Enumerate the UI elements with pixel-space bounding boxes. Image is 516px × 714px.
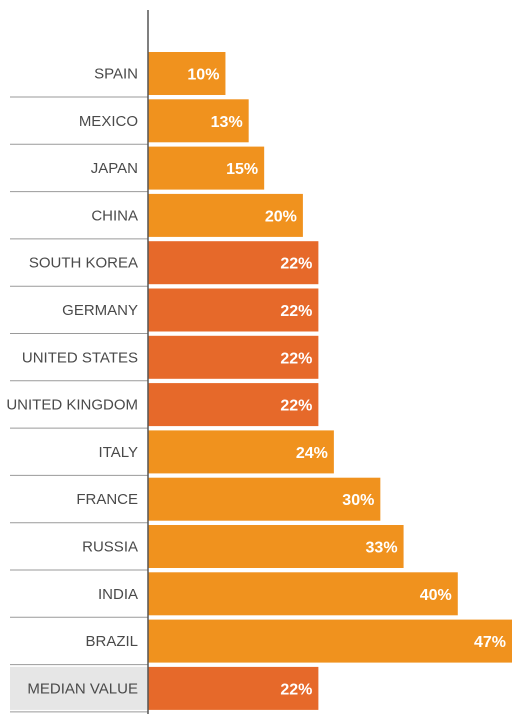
bar-median-value [148,666,319,710]
bar-spain [148,52,226,95]
value-label: 22% [280,398,312,415]
bar-united-kingdom [148,383,319,427]
value-label: 33% [366,540,398,557]
category-label: SOUTH KOREA [29,255,138,272]
bar-india [148,572,458,616]
bar-south-korea [148,241,319,285]
bar-china [148,193,303,237]
value-label: 13% [211,114,243,131]
bar-brazil [148,619,512,663]
value-label: 47% [474,634,506,651]
value-label: 22% [280,350,312,367]
value-label: 22% [280,256,312,273]
category-label: RUSSIA [82,539,138,556]
category-label: UNITED STATES [22,349,138,366]
category-label: JAPAN [91,160,138,177]
bar-italy [148,430,334,474]
category-label: BRAZIL [85,633,138,650]
value-label: 22% [280,303,312,320]
value-label: 15% [226,161,258,178]
bar-germany [148,288,319,332]
bar-russia [148,525,404,568]
category-label: GERMANY [62,302,138,319]
category-label: FRANCE [76,491,138,508]
category-label: ITALY [99,444,138,461]
category-label: UNITED KINGDOM [6,397,138,414]
median-label-background [10,666,148,710]
bar-united-states [148,335,319,379]
value-label: 22% [280,681,312,698]
category-label: INDIA [98,586,138,603]
value-label: 24% [296,445,328,462]
category-label: SPAIN [94,66,138,83]
value-label: 30% [342,492,374,509]
value-label: 10% [187,67,219,84]
category-label: MEDIAN VALUE [27,680,138,697]
value-label: 40% [420,587,452,604]
bar-france [148,477,381,521]
bar-japan [148,146,265,190]
category-label: CHINA [91,207,138,224]
value-label: 20% [265,208,297,225]
bar-mexico [148,99,249,143]
category-label: MEXICO [79,113,138,130]
